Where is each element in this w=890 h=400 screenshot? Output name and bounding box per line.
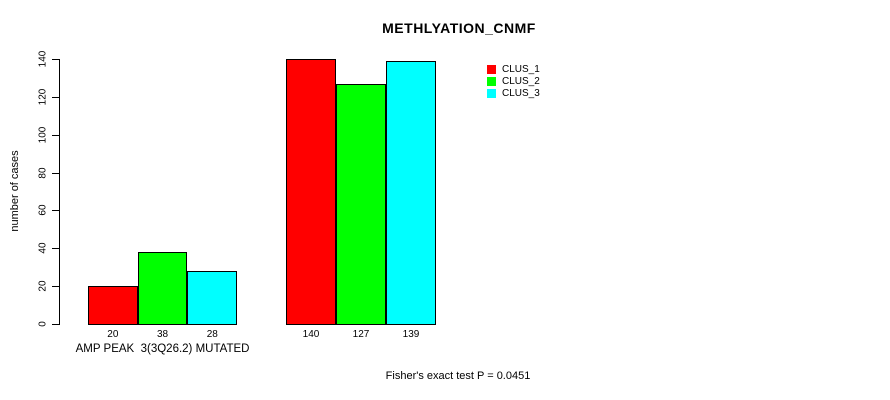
legend-swatch — [487, 76, 496, 86]
bar-value-label: 127 — [352, 329, 370, 340]
bar-value-label: 139 — [402, 329, 420, 340]
y-tick-label: 140 — [37, 50, 49, 68]
bar-clus_1 — [286, 59, 336, 325]
legend-row: CLUS_3 — [487, 87, 540, 99]
bar-clus_3 — [386, 60, 436, 325]
bar-clus_2 — [336, 83, 386, 325]
legend-swatch — [487, 88, 496, 98]
y-tick — [52, 210, 59, 212]
y-axis-title: number of cases — [9, 150, 21, 232]
bar-clus_2 — [137, 252, 188, 325]
y-tick-label: 20 — [37, 280, 49, 292]
y-tick — [52, 324, 59, 325]
y-tick — [52, 172, 59, 174]
legend: CLUS_1 CLUS_2 CLUS_3 — [487, 63, 540, 99]
y-tick-label: 80 — [37, 167, 49, 179]
bar-clus_3 — [187, 271, 238, 325]
y-tick — [52, 248, 59, 250]
bar-clus_1 — [88, 286, 138, 325]
y-axis-line — [59, 59, 60, 325]
y-tick-label: 120 — [37, 88, 49, 106]
y-tick-label: 60 — [37, 204, 49, 216]
y-tick-label: 40 — [37, 242, 49, 254]
x-group-label: AMP PEAK 3(3Q26.2) MUTATED — [75, 343, 250, 355]
y-tick — [52, 59, 59, 60]
legend-label: CLUS_1 — [502, 63, 540, 75]
y-tick — [52, 134, 59, 136]
legend-label: CLUS_2 — [502, 75, 540, 87]
bar-value-label: 38 — [156, 329, 169, 340]
legend-label: CLUS_3 — [502, 87, 540, 99]
y-tick — [52, 286, 59, 288]
y-tick — [52, 96, 59, 98]
chart-title: METHLYATION_CNMF — [382, 20, 536, 36]
legend-swatch — [487, 64, 496, 74]
y-tick-label: 100 — [37, 126, 49, 144]
bar-value-label: 20 — [107, 329, 119, 340]
y-tick-label: 0 — [37, 321, 49, 327]
annotation-text: Fisher's exact test P = 0.0451 — [385, 370, 531, 382]
legend-row: CLUS_1 — [487, 63, 540, 75]
bar-value-label: 140 — [302, 329, 320, 340]
legend-row: CLUS_2 — [487, 75, 540, 87]
bar-value-label: 28 — [206, 329, 218, 340]
